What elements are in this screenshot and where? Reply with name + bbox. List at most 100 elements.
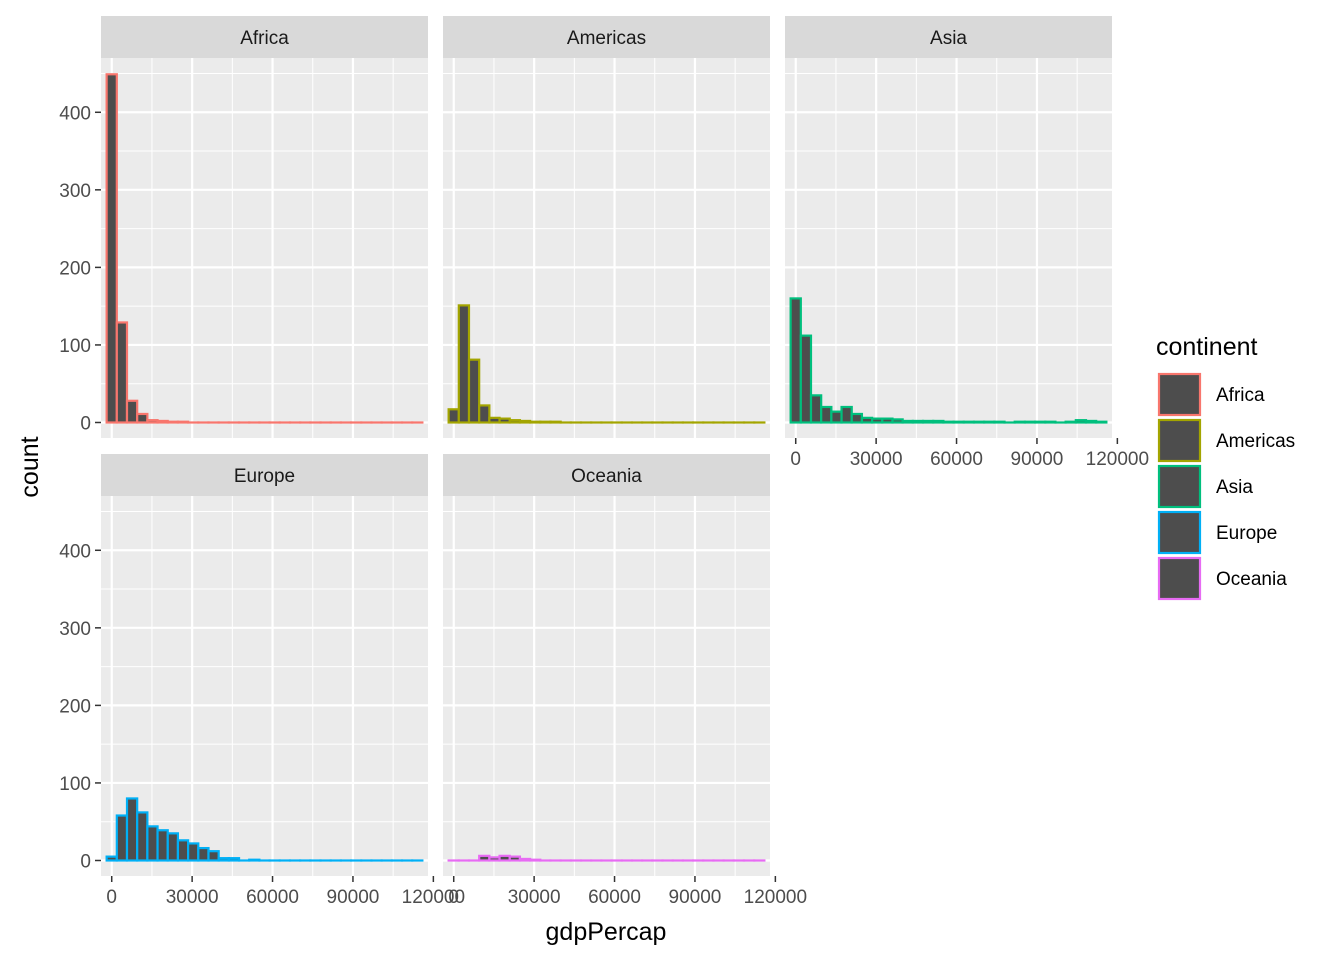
x-tick-label: 30000 [166, 887, 219, 908]
histogram-bar [156, 419, 169, 424]
histogram-bar [820, 405, 833, 424]
legend: continent Africa Americas Asia Europe Oceania [1156, 333, 1295, 601]
panel-background [443, 496, 770, 876]
facet-strip-label: Oceania [571, 466, 642, 487]
histogram-bar [799, 334, 813, 424]
legend-label-africa: Africa [1216, 385, 1265, 406]
x-tick-label: 0 [790, 449, 801, 470]
histogram-bar [187, 842, 200, 862]
histogram-bar [1044, 420, 1057, 424]
facet-strip [443, 16, 770, 58]
x-tick-label: 120000 [744, 887, 807, 908]
histogram-bar [1013, 420, 1026, 424]
histogram-bar [447, 408, 460, 424]
y-tick-label: 400 [59, 103, 91, 124]
histogram-bar [207, 850, 220, 862]
histogram-bar [1084, 419, 1098, 424]
histogram-bar [921, 419, 935, 424]
histogram-bar [1033, 420, 1047, 424]
histogram-bar [911, 419, 925, 424]
facet-panel-asia: Asia 0 30000 60000 90000 120000 [785, 16, 1149, 470]
histogram-bar [932, 419, 945, 424]
x-axis-title: gdpPercap [546, 918, 667, 946]
facet-strip [101, 454, 428, 496]
histogram-bar [860, 416, 874, 424]
histogram-bar [891, 418, 904, 424]
facet-panel-americas: Americas [443, 16, 777, 438]
histogram-bar [115, 814, 129, 862]
histogram-bar [105, 73, 118, 424]
histogram-bar [972, 420, 986, 424]
legend-label-asia: Asia [1216, 477, 1253, 498]
histogram-bar [508, 419, 522, 424]
x-tick-label: 120000 [402, 887, 465, 908]
histogram-bar [166, 832, 180, 862]
panel-background [443, 58, 770, 438]
x-tick-label: 120000 [1086, 449, 1149, 470]
legend-key-europe [1157, 510, 1202, 555]
histogram-bar [498, 417, 511, 424]
histogram-bar [539, 420, 552, 424]
histogram-bar [508, 855, 522, 862]
legend-key-asia [1157, 464, 1202, 509]
x-tick-label: 30000 [850, 449, 903, 470]
y-axis-title: count [16, 436, 44, 497]
histogram-bar [1095, 420, 1108, 424]
facet-panel-oceania: Oceania 0 30000 60000 90000 120000 [443, 454, 807, 908]
x-tick-label: 0 [106, 887, 117, 908]
histogram-bar [115, 321, 129, 424]
facet-strip [785, 16, 1112, 58]
panel-background [101, 58, 428, 438]
y-tick-label: 0 [80, 413, 91, 434]
histogram-bar [248, 858, 261, 862]
x-tick-label: 60000 [588, 887, 641, 908]
legend-title: continent [1156, 333, 1258, 361]
histogram-bar [146, 419, 159, 424]
histogram-bar [952, 420, 965, 424]
histogram-bar [881, 417, 894, 424]
x-tick-label: 60000 [246, 887, 299, 908]
facet-strip-label: Europe [234, 466, 295, 487]
facet-panel-europe: Europe 0 100 200 300 400 0 30000 60000 90000 12000… [59, 454, 465, 908]
histogram-bar [125, 797, 139, 862]
y-tick-label: 200 [59, 258, 91, 279]
legend-key-oceania [1157, 556, 1202, 601]
histogram-bar [518, 419, 532, 424]
histogram-bar [549, 420, 562, 424]
facet-strip-label: Americas [567, 28, 646, 49]
y-tick-label: 300 [59, 619, 91, 640]
x-tick-label: 30000 [508, 887, 561, 908]
histogram-bar [136, 412, 149, 424]
histogram-bar [1074, 419, 1088, 424]
histogram-bar [176, 839, 190, 862]
legend-label-europe: Europe [1216, 523, 1277, 544]
legend-label-americas: Americas [1216, 431, 1295, 452]
histogram-bar [197, 846, 210, 862]
y-tick-label: 0 [80, 851, 91, 872]
histogram-bar [166, 420, 180, 424]
legend-key-africa [1157, 372, 1202, 417]
histogram-bar [1023, 420, 1037, 424]
legend-key-americas [1157, 418, 1202, 463]
histogram-bar [962, 420, 976, 424]
histogram-bar [105, 855, 118, 862]
histogram-bar [176, 420, 190, 424]
histogram-bar [809, 394, 823, 424]
histogram-bar [488, 416, 501, 424]
facet-panel-africa: Africa 0 100 200 300 400 [59, 16, 435, 438]
y-tick-label: 100 [59, 774, 91, 795]
y-tick-label: 300 [59, 181, 91, 202]
histogram-bar [993, 420, 1006, 424]
histogram-bar [457, 304, 471, 424]
histogram-bar [498, 854, 511, 862]
histogram-bar [518, 857, 532, 862]
facet-strip [443, 454, 770, 496]
histogram-bar [840, 405, 853, 424]
histogram-bar [983, 420, 996, 424]
histogram-bar [850, 412, 864, 424]
legend-label-oceania: Oceania [1216, 569, 1287, 590]
facet-strip [101, 16, 428, 58]
x-tick-label: 90000 [327, 887, 380, 908]
histogram-bar [942, 420, 955, 424]
